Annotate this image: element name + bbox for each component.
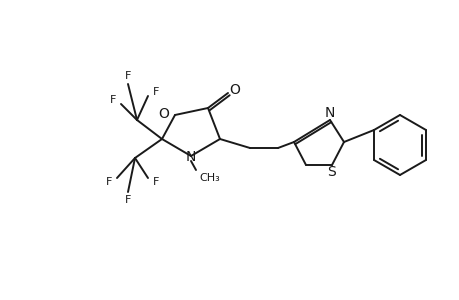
Text: N: N <box>185 150 196 164</box>
Text: F: F <box>152 87 159 97</box>
Text: F: F <box>152 177 159 187</box>
Text: S: S <box>327 165 336 179</box>
Text: CH₃: CH₃ <box>199 173 219 183</box>
Text: O: O <box>158 107 168 121</box>
Text: F: F <box>124 195 131 205</box>
Text: O: O <box>229 83 240 97</box>
Text: F: F <box>106 177 112 187</box>
Text: F: F <box>110 95 116 105</box>
Text: N: N <box>324 106 335 120</box>
Text: F: F <box>124 71 131 81</box>
